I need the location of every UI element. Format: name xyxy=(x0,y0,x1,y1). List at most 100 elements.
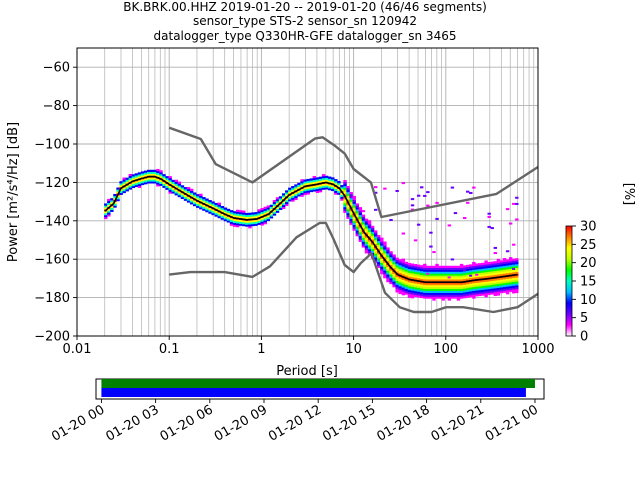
heatmap-cell xyxy=(272,201,277,205)
heatmap-cell xyxy=(386,276,390,279)
heatmap-cell xyxy=(285,198,289,201)
heatmap-cell xyxy=(432,284,436,288)
heatmap-cell xyxy=(487,269,491,272)
heatmap-cell xyxy=(355,214,359,218)
heatmap-cell xyxy=(367,226,372,229)
heatmap-cell xyxy=(389,258,393,262)
heatmap-cell xyxy=(177,193,182,196)
heatmap-cell xyxy=(438,269,442,272)
heatmap-cell xyxy=(493,246,498,249)
heatmap-cell xyxy=(343,201,347,204)
heatmap-cell xyxy=(278,205,283,209)
heatmap-cell xyxy=(484,264,488,267)
heatmap-cell xyxy=(226,220,231,223)
heatmap-cell xyxy=(380,252,384,256)
heatmap-cell xyxy=(429,283,433,286)
heatmap-cell xyxy=(266,207,271,210)
heatmap-cell xyxy=(122,183,126,186)
heatmap-cell xyxy=(404,288,409,291)
heatmap-cell xyxy=(466,278,470,281)
heatmap-cell xyxy=(502,284,507,288)
heatmap-cell xyxy=(134,180,139,184)
heatmap-cell xyxy=(389,218,393,221)
heatmap-cell xyxy=(413,283,418,286)
heatmap-cell xyxy=(340,185,344,188)
heatmap-cell xyxy=(186,188,191,192)
heatmap-cell xyxy=(416,285,421,288)
heatmap-cell xyxy=(373,241,378,245)
heatmap-cell xyxy=(478,263,482,266)
heatmap-cell xyxy=(291,193,295,196)
heatmap-cell xyxy=(340,194,344,197)
heatmap-cell xyxy=(370,235,375,238)
heatmap-cell xyxy=(423,294,427,297)
x-tick-label: 1 xyxy=(257,342,265,357)
heatmap-cell xyxy=(508,282,513,285)
heatmap-cell xyxy=(475,265,479,268)
heatmap-cell xyxy=(186,196,191,199)
heatmap-cell xyxy=(113,193,117,197)
heatmap-cell xyxy=(456,294,461,297)
heatmap-cell xyxy=(358,209,363,212)
heatmap-cell xyxy=(401,272,406,275)
heatmap-cell xyxy=(508,276,513,279)
heatmap-cell xyxy=(469,295,473,298)
heatmap-cell xyxy=(361,216,366,219)
heatmap-cell xyxy=(137,180,142,183)
heatmap-cell xyxy=(423,265,427,268)
heatmap-cell xyxy=(469,291,473,294)
heatmap-cell xyxy=(472,186,476,189)
heatmap-cell xyxy=(150,171,154,174)
heatmap-cell xyxy=(193,202,197,205)
heatmap-cell xyxy=(487,212,491,215)
heatmap-cell xyxy=(380,239,384,242)
heatmap-cell xyxy=(346,209,350,212)
heatmap-cell xyxy=(515,285,519,288)
heatmap-cell xyxy=(441,273,445,276)
heatmap-cell xyxy=(499,268,504,271)
heatmap-cell xyxy=(278,203,283,207)
heatmap-cell xyxy=(512,258,516,261)
heatmap-cell xyxy=(380,268,384,271)
heatmap-cell xyxy=(469,277,473,280)
heatmap-cell xyxy=(174,181,179,184)
heatmap-cell xyxy=(386,274,390,277)
heatmap-cell xyxy=(444,283,448,286)
heatmap-cell xyxy=(386,268,390,271)
heatmap-cell xyxy=(383,276,387,279)
heatmap-cell xyxy=(165,178,169,181)
heatmap-cell xyxy=(515,269,519,272)
heatmap-cell xyxy=(426,275,430,278)
heatmap-cell xyxy=(337,190,341,193)
heatmap-cell xyxy=(426,286,430,290)
heatmap-cell xyxy=(426,269,430,272)
high-noise-model-line xyxy=(168,126,538,219)
heatmap-cell xyxy=(125,179,129,182)
heatmap-cell xyxy=(441,267,445,270)
heatmap-cell xyxy=(410,290,415,293)
heatmap-cell xyxy=(505,272,510,276)
heatmap-cell xyxy=(309,180,313,183)
heatmap-cell xyxy=(487,267,491,270)
heatmap-cell xyxy=(211,201,215,204)
heatmap-cell xyxy=(119,183,123,186)
heatmap-cell xyxy=(245,224,249,227)
heatmap-cell xyxy=(508,260,513,264)
heatmap-cell xyxy=(260,221,264,224)
heatmap-cell xyxy=(490,282,494,285)
heatmap-cell xyxy=(235,213,240,216)
heatmap-cell xyxy=(512,260,516,263)
heatmap-cell xyxy=(352,197,356,201)
heatmap-cell xyxy=(373,239,378,243)
heatmap-cell xyxy=(395,257,399,260)
heatmap-cell xyxy=(199,205,203,208)
heatmap-cell xyxy=(466,291,470,294)
heatmap-cell xyxy=(248,224,252,227)
heatmap-cell xyxy=(235,209,240,212)
heatmap-cell xyxy=(346,203,350,206)
heatmap-cell xyxy=(367,222,372,225)
heatmap-cell xyxy=(505,250,510,253)
heatmap-cell xyxy=(493,263,498,266)
heatmap-cell xyxy=(361,228,366,231)
heatmap-cell xyxy=(508,284,513,287)
